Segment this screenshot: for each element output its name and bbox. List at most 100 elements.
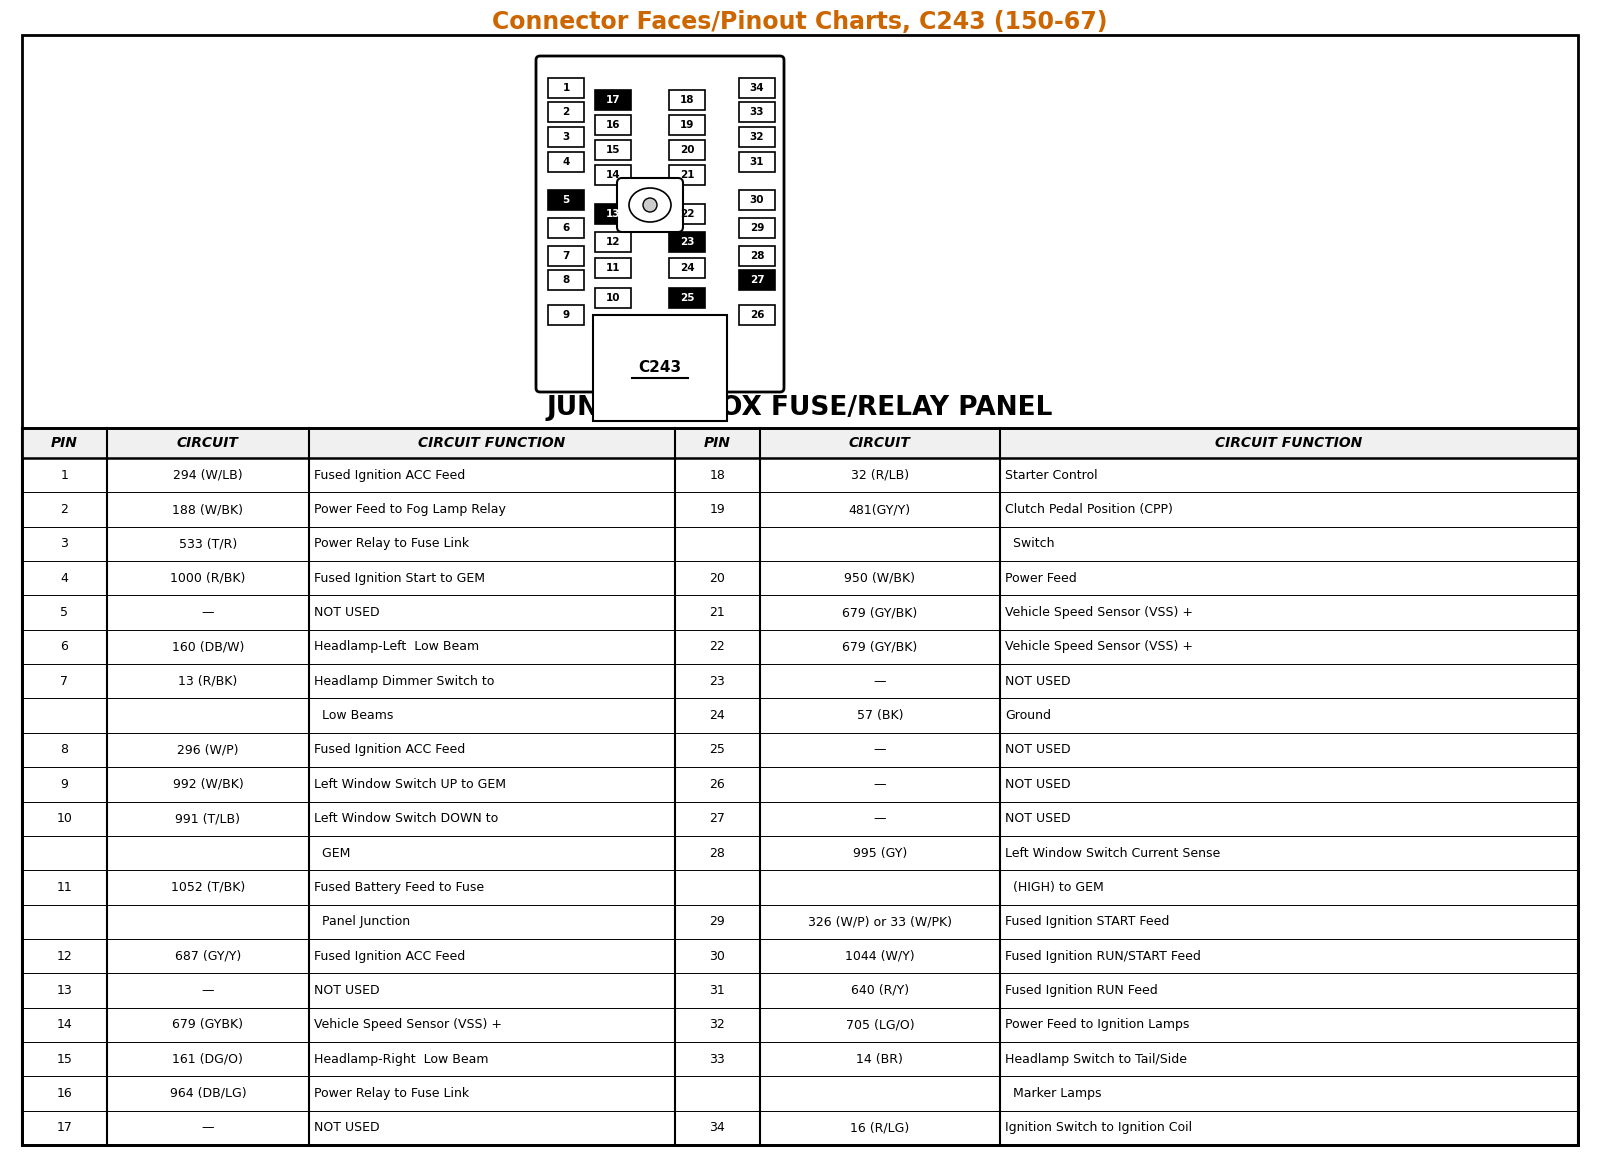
Text: Ground: Ground xyxy=(1005,709,1051,722)
Text: Fused Ignition ACC Feed: Fused Ignition ACC Feed xyxy=(314,469,466,482)
Text: Switch: Switch xyxy=(1005,537,1054,550)
Text: NOT USED: NOT USED xyxy=(314,984,379,997)
Text: 26: 26 xyxy=(709,777,725,790)
Bar xyxy=(739,102,774,122)
Text: NOT USED: NOT USED xyxy=(1005,743,1070,756)
Text: Fused Ignition ACC Feed: Fused Ignition ACC Feed xyxy=(314,743,466,756)
Text: PIN: PIN xyxy=(51,436,78,450)
Bar xyxy=(669,165,706,185)
Text: 294 (W/LB): 294 (W/LB) xyxy=(173,469,243,482)
Text: 7: 7 xyxy=(61,675,69,688)
Bar xyxy=(669,115,706,135)
Text: NOT USED: NOT USED xyxy=(1005,777,1070,790)
Text: 9: 9 xyxy=(563,310,570,320)
Bar xyxy=(739,152,774,172)
Bar xyxy=(595,91,630,111)
Text: 25: 25 xyxy=(709,743,725,756)
Text: 23: 23 xyxy=(709,675,725,688)
Text: 1000 (R/BK): 1000 (R/BK) xyxy=(170,572,245,584)
Text: 30: 30 xyxy=(750,195,765,205)
Text: 679 (GY/BK): 679 (GY/BK) xyxy=(842,606,917,619)
Text: 23: 23 xyxy=(680,238,694,247)
Text: 6: 6 xyxy=(562,223,570,233)
Bar xyxy=(739,246,774,266)
Text: 14 (BR): 14 (BR) xyxy=(856,1053,904,1065)
Bar xyxy=(739,78,774,98)
Text: 17: 17 xyxy=(56,1122,72,1135)
Text: 11: 11 xyxy=(56,881,72,894)
Text: 13: 13 xyxy=(56,984,72,997)
Text: Power Feed to Fog Lamp Relay: Power Feed to Fog Lamp Relay xyxy=(314,503,506,516)
Bar xyxy=(547,246,584,266)
Text: 33: 33 xyxy=(709,1053,725,1065)
Text: 188 (W/BK): 188 (W/BK) xyxy=(173,503,243,516)
Text: 33: 33 xyxy=(750,107,765,116)
Bar xyxy=(669,91,706,111)
Text: 296 (W/P): 296 (W/P) xyxy=(178,743,238,756)
Text: 19: 19 xyxy=(709,503,725,516)
Bar xyxy=(22,428,1578,457)
Text: Fused Ignition RUN Feed: Fused Ignition RUN Feed xyxy=(1005,984,1158,997)
Bar xyxy=(669,232,706,252)
Text: 18: 18 xyxy=(680,95,694,105)
Bar xyxy=(739,218,774,238)
Text: PIN: PIN xyxy=(704,436,731,450)
Text: 5: 5 xyxy=(562,195,570,205)
Text: Vehicle Speed Sensor (VSS) +: Vehicle Speed Sensor (VSS) + xyxy=(1005,606,1194,619)
Text: Fused Ignition RUN/START Feed: Fused Ignition RUN/START Feed xyxy=(1005,949,1202,963)
Text: CIRCUIT: CIRCUIT xyxy=(178,436,238,450)
Text: 533 (T/R): 533 (T/R) xyxy=(179,537,237,550)
Bar xyxy=(547,270,584,290)
Text: 19: 19 xyxy=(680,120,694,131)
Text: Power Feed: Power Feed xyxy=(1005,572,1077,584)
Text: —: — xyxy=(202,606,214,619)
Text: 28: 28 xyxy=(709,847,725,860)
Text: Fused Ignition Start to GEM: Fused Ignition Start to GEM xyxy=(314,572,485,584)
Bar xyxy=(547,102,584,122)
Text: 22: 22 xyxy=(709,641,725,654)
Bar xyxy=(739,305,774,325)
FancyBboxPatch shape xyxy=(618,178,683,232)
Text: 16: 16 xyxy=(56,1087,72,1100)
Ellipse shape xyxy=(629,188,670,222)
Bar xyxy=(547,218,584,238)
Text: 3: 3 xyxy=(562,132,570,142)
Text: 2: 2 xyxy=(562,107,570,116)
Text: 34: 34 xyxy=(750,83,765,93)
Text: Vehicle Speed Sensor (VSS) +: Vehicle Speed Sensor (VSS) + xyxy=(314,1018,502,1031)
Text: 161 (DG/O): 161 (DG/O) xyxy=(173,1053,243,1065)
Text: Power Relay to Fuse Link: Power Relay to Fuse Link xyxy=(314,537,469,550)
Text: Left Window Switch DOWN to: Left Window Switch DOWN to xyxy=(314,813,498,826)
Text: GEM: GEM xyxy=(314,847,350,860)
Text: 8: 8 xyxy=(61,743,69,756)
Text: 5: 5 xyxy=(61,606,69,619)
Text: Headlamp Switch to Tail/Side: Headlamp Switch to Tail/Side xyxy=(1005,1053,1187,1065)
Bar xyxy=(547,127,584,147)
Text: 32 (R/LB): 32 (R/LB) xyxy=(851,469,909,482)
Bar xyxy=(595,165,630,185)
Text: 7: 7 xyxy=(562,250,570,261)
Text: 31: 31 xyxy=(709,984,725,997)
Bar xyxy=(595,258,630,278)
Text: NOT USED: NOT USED xyxy=(314,606,379,619)
Text: 24: 24 xyxy=(680,263,694,273)
Text: 6: 6 xyxy=(61,641,69,654)
Text: CIRCUIT FUNCTION: CIRCUIT FUNCTION xyxy=(1216,436,1363,450)
Text: —: — xyxy=(874,777,886,790)
Text: —: — xyxy=(874,743,886,756)
Text: 18: 18 xyxy=(709,469,725,482)
Text: Power Feed to Ignition Lamps: Power Feed to Ignition Lamps xyxy=(1005,1018,1189,1031)
Text: Connector Faces/Pinout Charts, C243 (150-67): Connector Faces/Pinout Charts, C243 (150… xyxy=(493,11,1107,34)
Bar xyxy=(669,258,706,278)
Text: 12: 12 xyxy=(606,238,621,247)
Text: 29: 29 xyxy=(709,915,725,928)
Text: Fused Ignition ACC Feed: Fused Ignition ACC Feed xyxy=(314,949,466,963)
Text: JUNCTION BOX FUSE/RELAY PANEL: JUNCTION BOX FUSE/RELAY PANEL xyxy=(547,395,1053,421)
Bar xyxy=(739,127,774,147)
Text: 15: 15 xyxy=(606,145,621,155)
FancyBboxPatch shape xyxy=(536,56,784,392)
Text: 14: 14 xyxy=(56,1018,72,1031)
Text: 26: 26 xyxy=(750,310,765,320)
Text: 13: 13 xyxy=(606,209,621,219)
Text: NOT USED: NOT USED xyxy=(314,1122,379,1135)
